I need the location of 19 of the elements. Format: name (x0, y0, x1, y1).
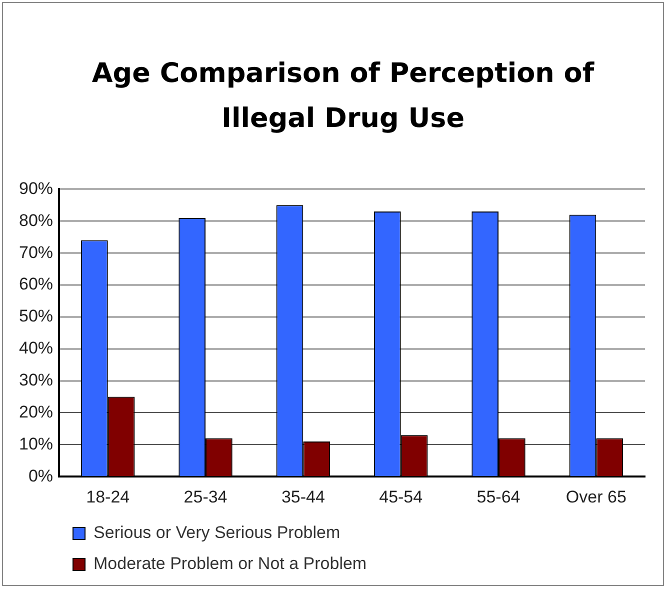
x-tick-label: 18-24 (86, 487, 130, 506)
x-tick-label: 25-34 (184, 487, 228, 506)
y-tick-label: 10% (18, 434, 54, 454)
y-tick-label: 0% (28, 466, 54, 486)
x-tick-label: 45-54 (379, 487, 423, 506)
y-tick-label: 50% (18, 306, 54, 326)
legend-label: Serious or Very Serious Problem (94, 523, 340, 542)
x-tick-label: 55-64 (476, 487, 520, 506)
x-tick-label: 35-44 (281, 487, 325, 506)
y-tick-label: 20% (18, 402, 54, 422)
x-tick-label: Over 65 (566, 487, 626, 506)
y-tick-label: 60% (18, 274, 54, 294)
chart-title: Age Comparison of Perception of Illegal Drug Use (90, 57, 596, 136)
y-tick-label: 70% (18, 242, 54, 262)
y-tick-label: 90% (18, 178, 54, 198)
y-tick-label: 40% (18, 338, 54, 358)
legend-label: Moderate Problem or Not a Problem (94, 554, 367, 574)
y-tick-label: 80% (18, 210, 54, 230)
y-tick-label: 30% (18, 370, 54, 390)
